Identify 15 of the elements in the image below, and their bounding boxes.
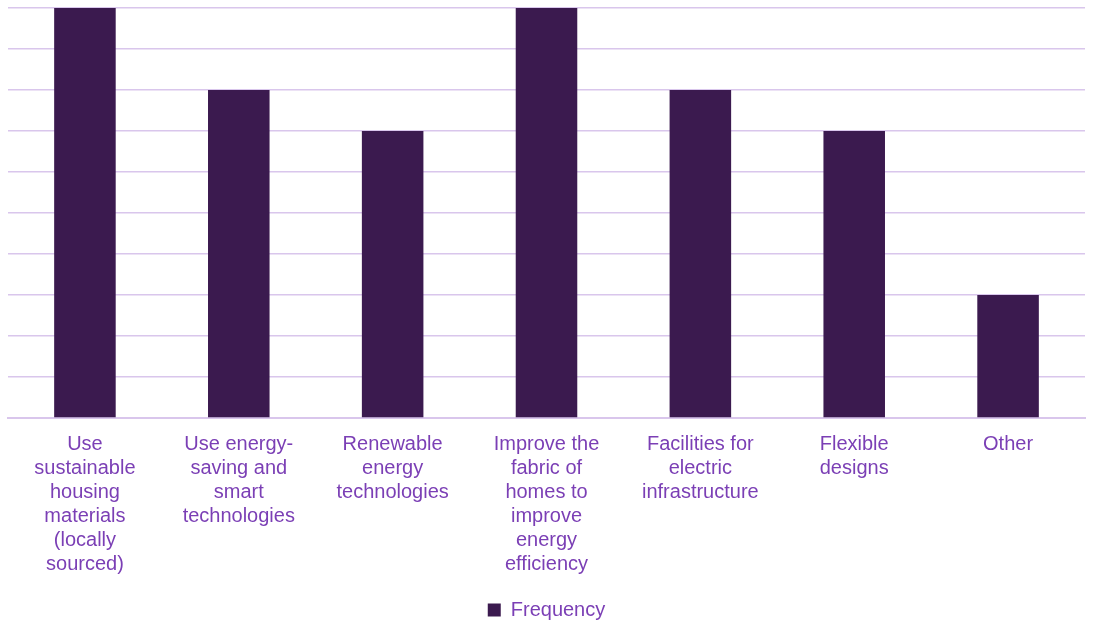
x-tick-label: Use sustainable housing materials (locally sourced): [34, 431, 136, 574]
bar: [361, 131, 424, 418]
bar: [54, 8, 116, 418]
x-tick-label: Renewable energy technologies: [336, 431, 449, 502]
x-tick-label: Flexible designs: [819, 431, 889, 478]
x-tick-label: Facilities for electric infrastructure: [642, 431, 759, 502]
bar: [977, 295, 1039, 418]
x-tick-label: Improve the fabric of homes to improve energy efficiency: [493, 431, 600, 574]
bar: [669, 90, 732, 418]
bar: [515, 8, 578, 418]
bar: [208, 90, 270, 418]
bar: [823, 131, 885, 418]
x-tick-label: Other: [983, 431, 1034, 454]
legend-label: Frequency: [510, 597, 606, 620]
x-tick-label: Use energy-saving and smart technologies: [182, 431, 295, 526]
